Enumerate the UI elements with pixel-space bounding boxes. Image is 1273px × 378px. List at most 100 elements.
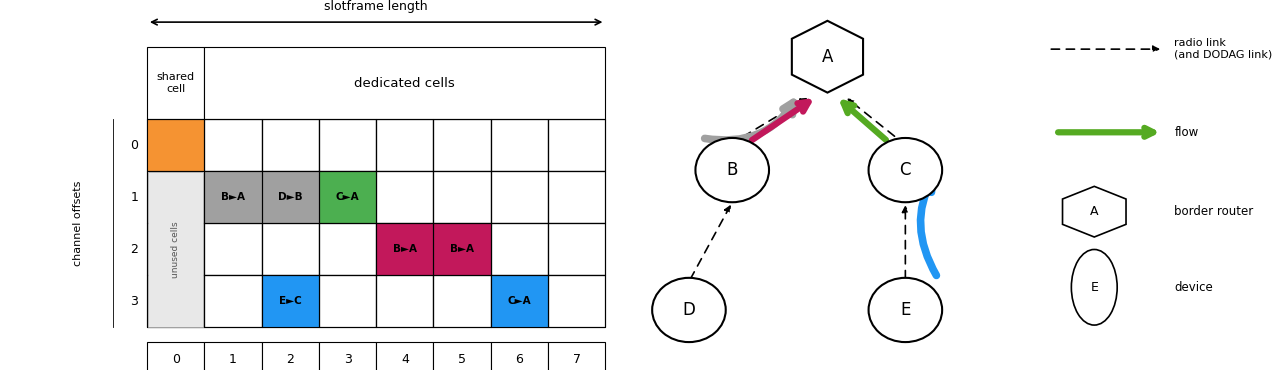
Bar	[318, 119, 377, 171]
Bar	[318, 223, 377, 275]
Circle shape	[1072, 249, 1118, 325]
Text: E: E	[900, 301, 910, 319]
Circle shape	[652, 278, 726, 342]
Text: D: D	[682, 301, 695, 319]
Bar	[148, 171, 205, 223]
Bar	[204, 171, 262, 223]
Bar	[491, 171, 547, 223]
Bar	[491, 119, 547, 171]
Bar	[433, 223, 490, 275]
Text: E►C: E►C	[279, 296, 302, 306]
Bar	[377, 223, 433, 275]
Bar	[204, 171, 262, 223]
Bar	[547, 119, 606, 171]
Bar	[262, 223, 318, 275]
Bar	[491, 342, 547, 378]
Text: 2: 2	[131, 243, 139, 256]
Text: 2: 2	[286, 353, 294, 366]
Bar	[148, 119, 205, 171]
Bar	[491, 223, 547, 275]
Bar	[318, 342, 377, 378]
Bar	[148, 223, 205, 275]
Text: C►A: C►A	[508, 296, 531, 306]
Circle shape	[868, 138, 942, 202]
Bar	[148, 275, 205, 327]
Bar	[318, 223, 377, 275]
Bar	[547, 223, 606, 275]
Bar	[377, 223, 433, 275]
Bar	[262, 275, 318, 327]
Bar	[491, 275, 547, 327]
Bar	[433, 171, 490, 223]
Text: 1: 1	[131, 191, 139, 204]
Text: flow: flow	[1175, 126, 1199, 139]
Bar	[377, 171, 433, 223]
Text: B►A: B►A	[393, 244, 416, 254]
Text: unused cells: unused cells	[171, 221, 181, 277]
Bar	[262, 119, 318, 171]
Text: dedicated cells: dedicated cells	[354, 77, 456, 90]
Text: 7: 7	[573, 353, 580, 366]
Text: C►A: C►A	[336, 192, 359, 202]
Bar	[204, 275, 262, 327]
Circle shape	[695, 138, 769, 202]
Bar	[433, 171, 490, 223]
Text: radio link
(and DODAG link): radio link (and DODAG link)	[1175, 38, 1273, 60]
Bar	[204, 119, 262, 171]
Bar	[262, 223, 318, 275]
Bar	[433, 223, 490, 275]
Text: B►A: B►A	[451, 244, 474, 254]
Bar	[433, 275, 490, 327]
Bar	[433, 275, 490, 327]
Bar	[377, 342, 433, 378]
Bar	[377, 275, 433, 327]
Bar	[377, 223, 433, 275]
Bar	[204, 223, 262, 275]
Text: channel offsets: channel offsets	[74, 181, 83, 266]
Bar	[547, 171, 606, 223]
Text: 5: 5	[458, 353, 466, 366]
Text: device: device	[1175, 281, 1213, 294]
Bar	[204, 342, 262, 378]
Bar	[262, 171, 318, 223]
Bar	[318, 171, 377, 223]
Bar	[318, 171, 377, 223]
Bar	[204, 171, 262, 223]
Polygon shape	[1063, 186, 1127, 237]
Bar	[148, 223, 205, 275]
Text: B►A: B►A	[222, 192, 244, 202]
Bar	[262, 171, 318, 223]
Bar	[148, 342, 205, 378]
Bar	[204, 119, 262, 171]
Bar	[491, 119, 547, 171]
Bar	[377, 171, 433, 223]
Bar	[547, 275, 606, 327]
Bar	[547, 342, 606, 378]
Text: 6: 6	[516, 353, 523, 366]
Bar	[318, 275, 377, 327]
Text: 4: 4	[401, 353, 409, 366]
Text: B: B	[727, 161, 738, 179]
Circle shape	[868, 278, 942, 342]
Bar	[318, 275, 377, 327]
Bar	[547, 223, 606, 275]
Bar	[262, 275, 318, 327]
Bar	[262, 119, 318, 171]
Bar	[262, 171, 318, 223]
Text: 3: 3	[344, 353, 351, 366]
Bar	[204, 223, 262, 275]
Bar	[491, 171, 547, 223]
Text: 0: 0	[130, 139, 139, 152]
Bar	[491, 275, 547, 327]
Bar	[318, 171, 377, 223]
Bar	[377, 275, 433, 327]
Bar	[433, 342, 490, 378]
Text: 3: 3	[131, 295, 139, 308]
Text: A: A	[1090, 205, 1099, 218]
Bar	[148, 119, 205, 171]
Text: 1: 1	[229, 353, 237, 366]
Bar	[148, 172, 204, 327]
Bar	[148, 47, 205, 119]
Text: shared
cell: shared cell	[157, 72, 195, 94]
Bar	[433, 119, 490, 171]
